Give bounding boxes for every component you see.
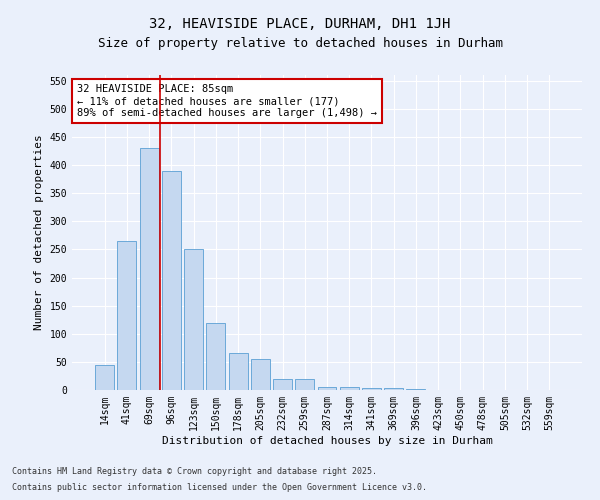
Text: Contains HM Land Registry data © Crown copyright and database right 2025.: Contains HM Land Registry data © Crown c… xyxy=(12,467,377,476)
Bar xyxy=(206,322,225,390)
Bar xyxy=(384,388,403,390)
Bar xyxy=(140,148,158,390)
Bar xyxy=(340,387,359,390)
Bar xyxy=(162,170,181,390)
Bar xyxy=(317,387,337,390)
X-axis label: Distribution of detached houses by size in Durham: Distribution of detached houses by size … xyxy=(161,436,493,446)
Text: 32, HEAVISIDE PLACE, DURHAM, DH1 1JH: 32, HEAVISIDE PLACE, DURHAM, DH1 1JH xyxy=(149,18,451,32)
Bar xyxy=(251,359,270,390)
Text: Contains public sector information licensed under the Open Government Licence v3: Contains public sector information licen… xyxy=(12,484,427,492)
Text: Size of property relative to detached houses in Durham: Size of property relative to detached ho… xyxy=(97,38,503,51)
Y-axis label: Number of detached properties: Number of detached properties xyxy=(34,134,44,330)
Bar xyxy=(273,379,292,390)
Bar xyxy=(118,241,136,390)
Text: 32 HEAVISIDE PLACE: 85sqm
← 11% of detached houses are smaller (177)
89% of semi: 32 HEAVISIDE PLACE: 85sqm ← 11% of detac… xyxy=(77,84,377,117)
Bar xyxy=(229,354,248,390)
Bar xyxy=(295,379,314,390)
Bar xyxy=(362,388,381,390)
Bar xyxy=(95,364,114,390)
Bar xyxy=(184,250,203,390)
